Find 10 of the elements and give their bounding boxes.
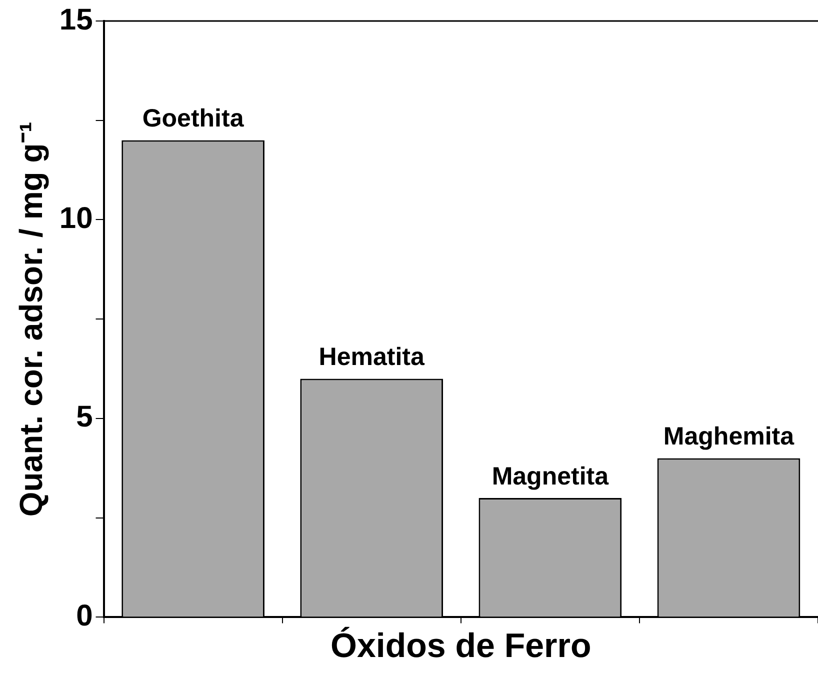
y-axis-title: Quant. cor. adsor. / mg g⁻¹ [13,122,50,517]
y-tick-label: 5 [76,400,93,434]
x-tick-label: Hematita [318,343,426,372]
y-tick-label: 0 [76,599,93,632]
y-tick-label: 10 [59,202,93,235]
x-tick-label: Maghemita [663,422,796,451]
y-tick-label: 15 [59,3,93,36]
x-tick-label: Goethita [142,104,245,133]
x-tick-label: Magnetita [492,462,610,490]
x-axis-title: Óxidos de Ferro [330,626,592,665]
